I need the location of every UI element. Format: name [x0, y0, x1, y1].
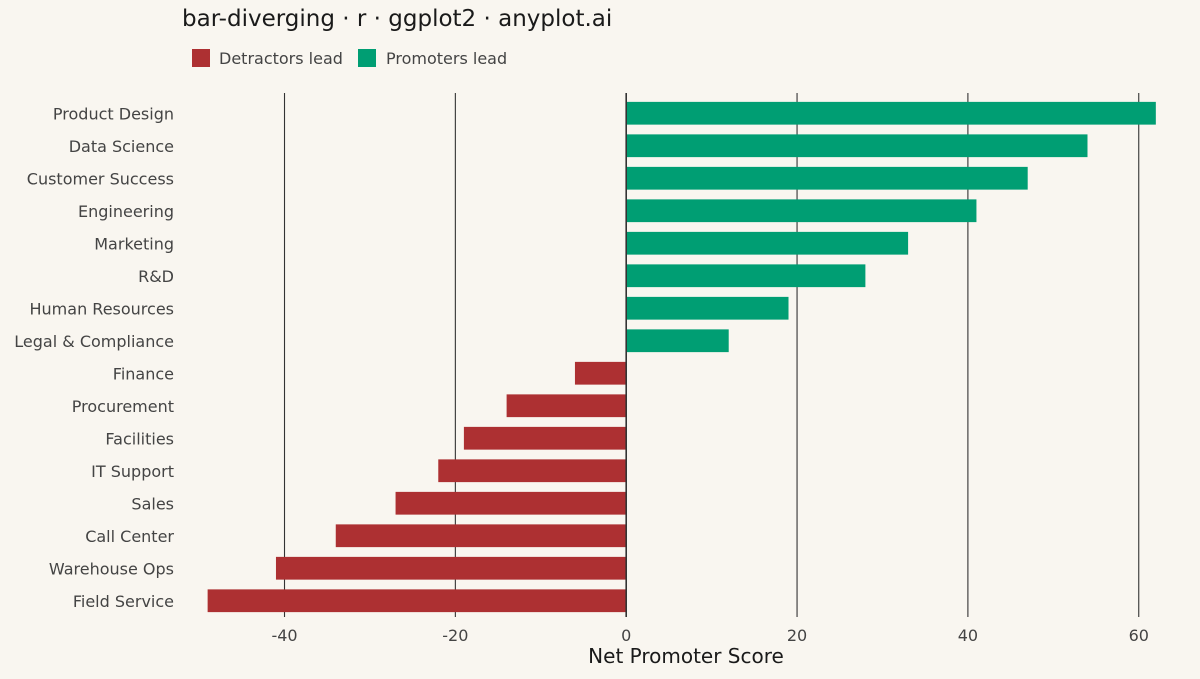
bar: [626, 199, 977, 223]
bar: [626, 101, 1156, 125]
bar: [335, 524, 627, 548]
category-labels: Product Design Data Science Customer Succe…: [14, 104, 174, 611]
bar: [626, 329, 729, 353]
legend-swatch-detractors: [192, 49, 210, 67]
category-label: Engineering: [78, 202, 174, 221]
legend: Detractors lead Promoters lead: [192, 49, 507, 68]
bar: [626, 134, 1088, 158]
category-label: Warehouse Ops: [49, 559, 174, 578]
bar: [438, 459, 627, 483]
legend-label-promoters: Promoters lead: [386, 49, 507, 68]
bar: [463, 426, 627, 450]
x-axis-title: Net Promoter Score: [588, 644, 784, 668]
x-tick-label: -40: [271, 626, 297, 645]
bars: [207, 101, 1156, 613]
category-label: Call Center: [85, 527, 174, 546]
bar: [207, 589, 627, 613]
bar: [626, 296, 789, 320]
category-label: Customer Success: [27, 169, 174, 188]
category-label: Product Design: [53, 104, 174, 123]
bar: [626, 231, 909, 255]
category-label: Data Science: [69, 137, 174, 156]
bar: [626, 166, 1028, 190]
category-label: Human Resources: [30, 299, 175, 318]
legend-swatch-promoters: [358, 49, 376, 67]
x-tick-label: -20: [442, 626, 468, 645]
category-label: R&D: [138, 267, 174, 286]
x-tick-label: 60: [1129, 626, 1149, 645]
category-label: Facilities: [105, 429, 174, 448]
category-label: Finance: [113, 364, 174, 383]
category-label: Marketing: [94, 234, 174, 253]
category-label: IT Support: [91, 462, 174, 481]
category-label: Sales: [131, 494, 174, 513]
category-label: Procurement: [72, 397, 174, 416]
legend-label-detractors: Detractors lead: [219, 49, 343, 68]
bar: [626, 264, 866, 288]
chart-title: bar-diverging · r · ggplot2 · anyplot.ai: [182, 6, 612, 32]
category-label: Field Service: [73, 592, 174, 611]
x-tick-labels: -40 -20 0 20 40 60: [271, 626, 1148, 645]
x-tick-label: 0: [621, 626, 631, 645]
x-tick-label: 40: [958, 626, 978, 645]
bar: [395, 491, 627, 515]
bar: [506, 394, 627, 418]
x-tick-label: 20: [787, 626, 807, 645]
category-label: Legal & Compliance: [14, 332, 174, 351]
bar: [275, 556, 627, 580]
bar: [574, 361, 627, 385]
